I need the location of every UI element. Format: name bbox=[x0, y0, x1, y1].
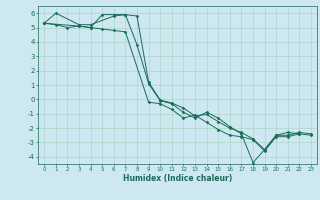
X-axis label: Humidex (Indice chaleur): Humidex (Indice chaleur) bbox=[123, 174, 232, 183]
